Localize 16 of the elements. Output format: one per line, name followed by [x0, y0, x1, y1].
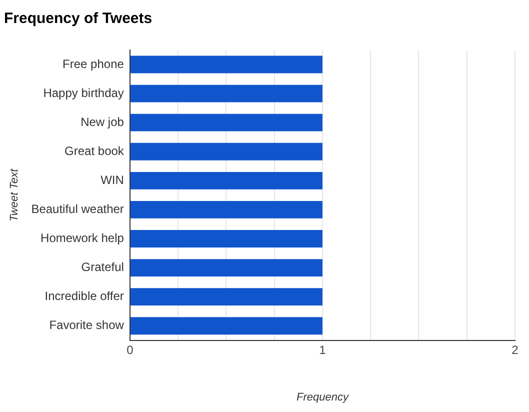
x-tick-label: 2 [512, 342, 519, 357]
y-axis-title: Tweet Text [8, 168, 21, 222]
y-tick-label: New job [80, 114, 124, 129]
y-tick-label: Beautiful weather [31, 202, 124, 216]
x-tick-label: 0 [126, 342, 134, 357]
x-axis-title: Frequency [296, 391, 350, 404]
x-tick-label: 1 [319, 342, 326, 357]
y-tick-label: Great book [64, 144, 125, 158]
y-tick-label: Free phone [62, 56, 124, 71]
y-tick-label: Favorite show [49, 318, 124, 332]
chart-title: Frequency of Tweets [4, 10, 152, 28]
y-tick-label: Grateful [81, 260, 124, 274]
y-tick-label: Happy birthday [43, 86, 124, 100]
y-tick-label: Incredible offer [44, 289, 124, 304]
y-tick-label: Homework help [40, 231, 124, 246]
y-tick-label: WIN [100, 172, 124, 187]
